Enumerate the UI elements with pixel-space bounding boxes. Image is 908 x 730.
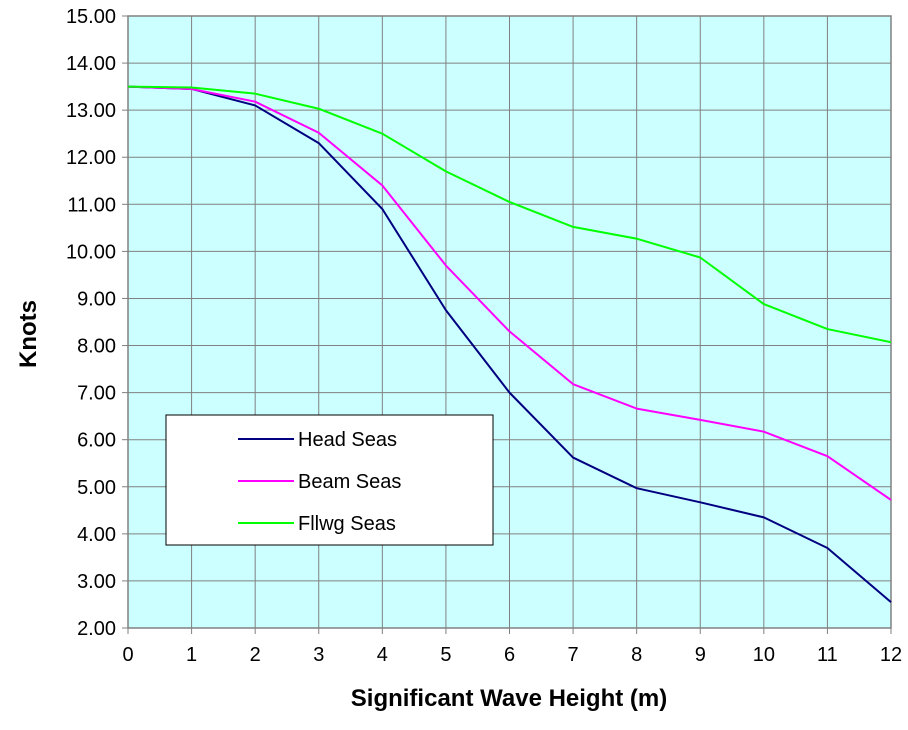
x-tick-label: 1: [186, 644, 197, 666]
series-line-head-seas: [127, 85, 892, 603]
x-tick-label: 12: [880, 644, 902, 666]
x-tick-label: 9: [695, 644, 706, 666]
y-tick-label: 5.00: [77, 477, 116, 499]
y-tick-label: 3.00: [77, 571, 116, 593]
x-tick-label: 6: [504, 644, 515, 666]
y-tick-label: 8.00: [77, 336, 116, 358]
x-tick-label: 10: [753, 644, 775, 666]
series-line-beam-seas: [127, 85, 892, 501]
legend: Head Seas Beam Seas Fllwg Seas: [165, 414, 494, 546]
y-tick-label: 7.00: [77, 383, 116, 405]
x-tick-label: 5: [440, 644, 451, 666]
x-tick-label: 4: [377, 644, 388, 666]
series-line-fllwg-seas: [127, 85, 892, 344]
y-axis-ticks: 2.00 3.00 4.00 5.00 6.00 7.00 8.00 9.00 10.00 11.…: [66, 6, 128, 640]
y-axis-title: Knots: [15, 300, 42, 368]
y-tick-label: 13.00: [66, 100, 116, 122]
x-axis-ticks: 0 1 2 3 4 5 6 7 8 9 10 11 12: [122, 628, 902, 666]
x-axis-title: Significant Wave Height (m): [351, 685, 667, 712]
y-tick-label: 12.00: [66, 147, 116, 169]
y-tick-label: 11.00: [67, 194, 116, 216]
y-tick-label: 10.00: [66, 241, 116, 263]
x-tick-label: 8: [631, 644, 642, 666]
y-tick-label: 6.00: [77, 430, 116, 452]
x-tick-label: 11: [817, 644, 838, 666]
y-tick-label: 15.00: [66, 6, 116, 28]
y-tick-label: 14.00: [66, 53, 116, 75]
x-tick-label: 3: [313, 644, 324, 666]
legend-label-head-seas: Head Seas: [298, 429, 397, 451]
y-tick-label: 9.00: [77, 288, 116, 310]
x-tick-label: 2: [250, 644, 261, 666]
legend-box: [165, 414, 494, 546]
y-tick-label: 4.00: [77, 524, 116, 546]
legend-label-fllwg-seas: Fllwg Seas: [298, 513, 396, 535]
x-tick-label: 0: [122, 644, 133, 666]
y-tick-label: 2.00: [77, 618, 116, 640]
series-lines: [127, 85, 892, 603]
legend-label-beam-seas: Beam Seas: [298, 471, 401, 493]
x-tick-label: 7: [568, 644, 579, 666]
gridlines: [127, 15, 892, 629]
